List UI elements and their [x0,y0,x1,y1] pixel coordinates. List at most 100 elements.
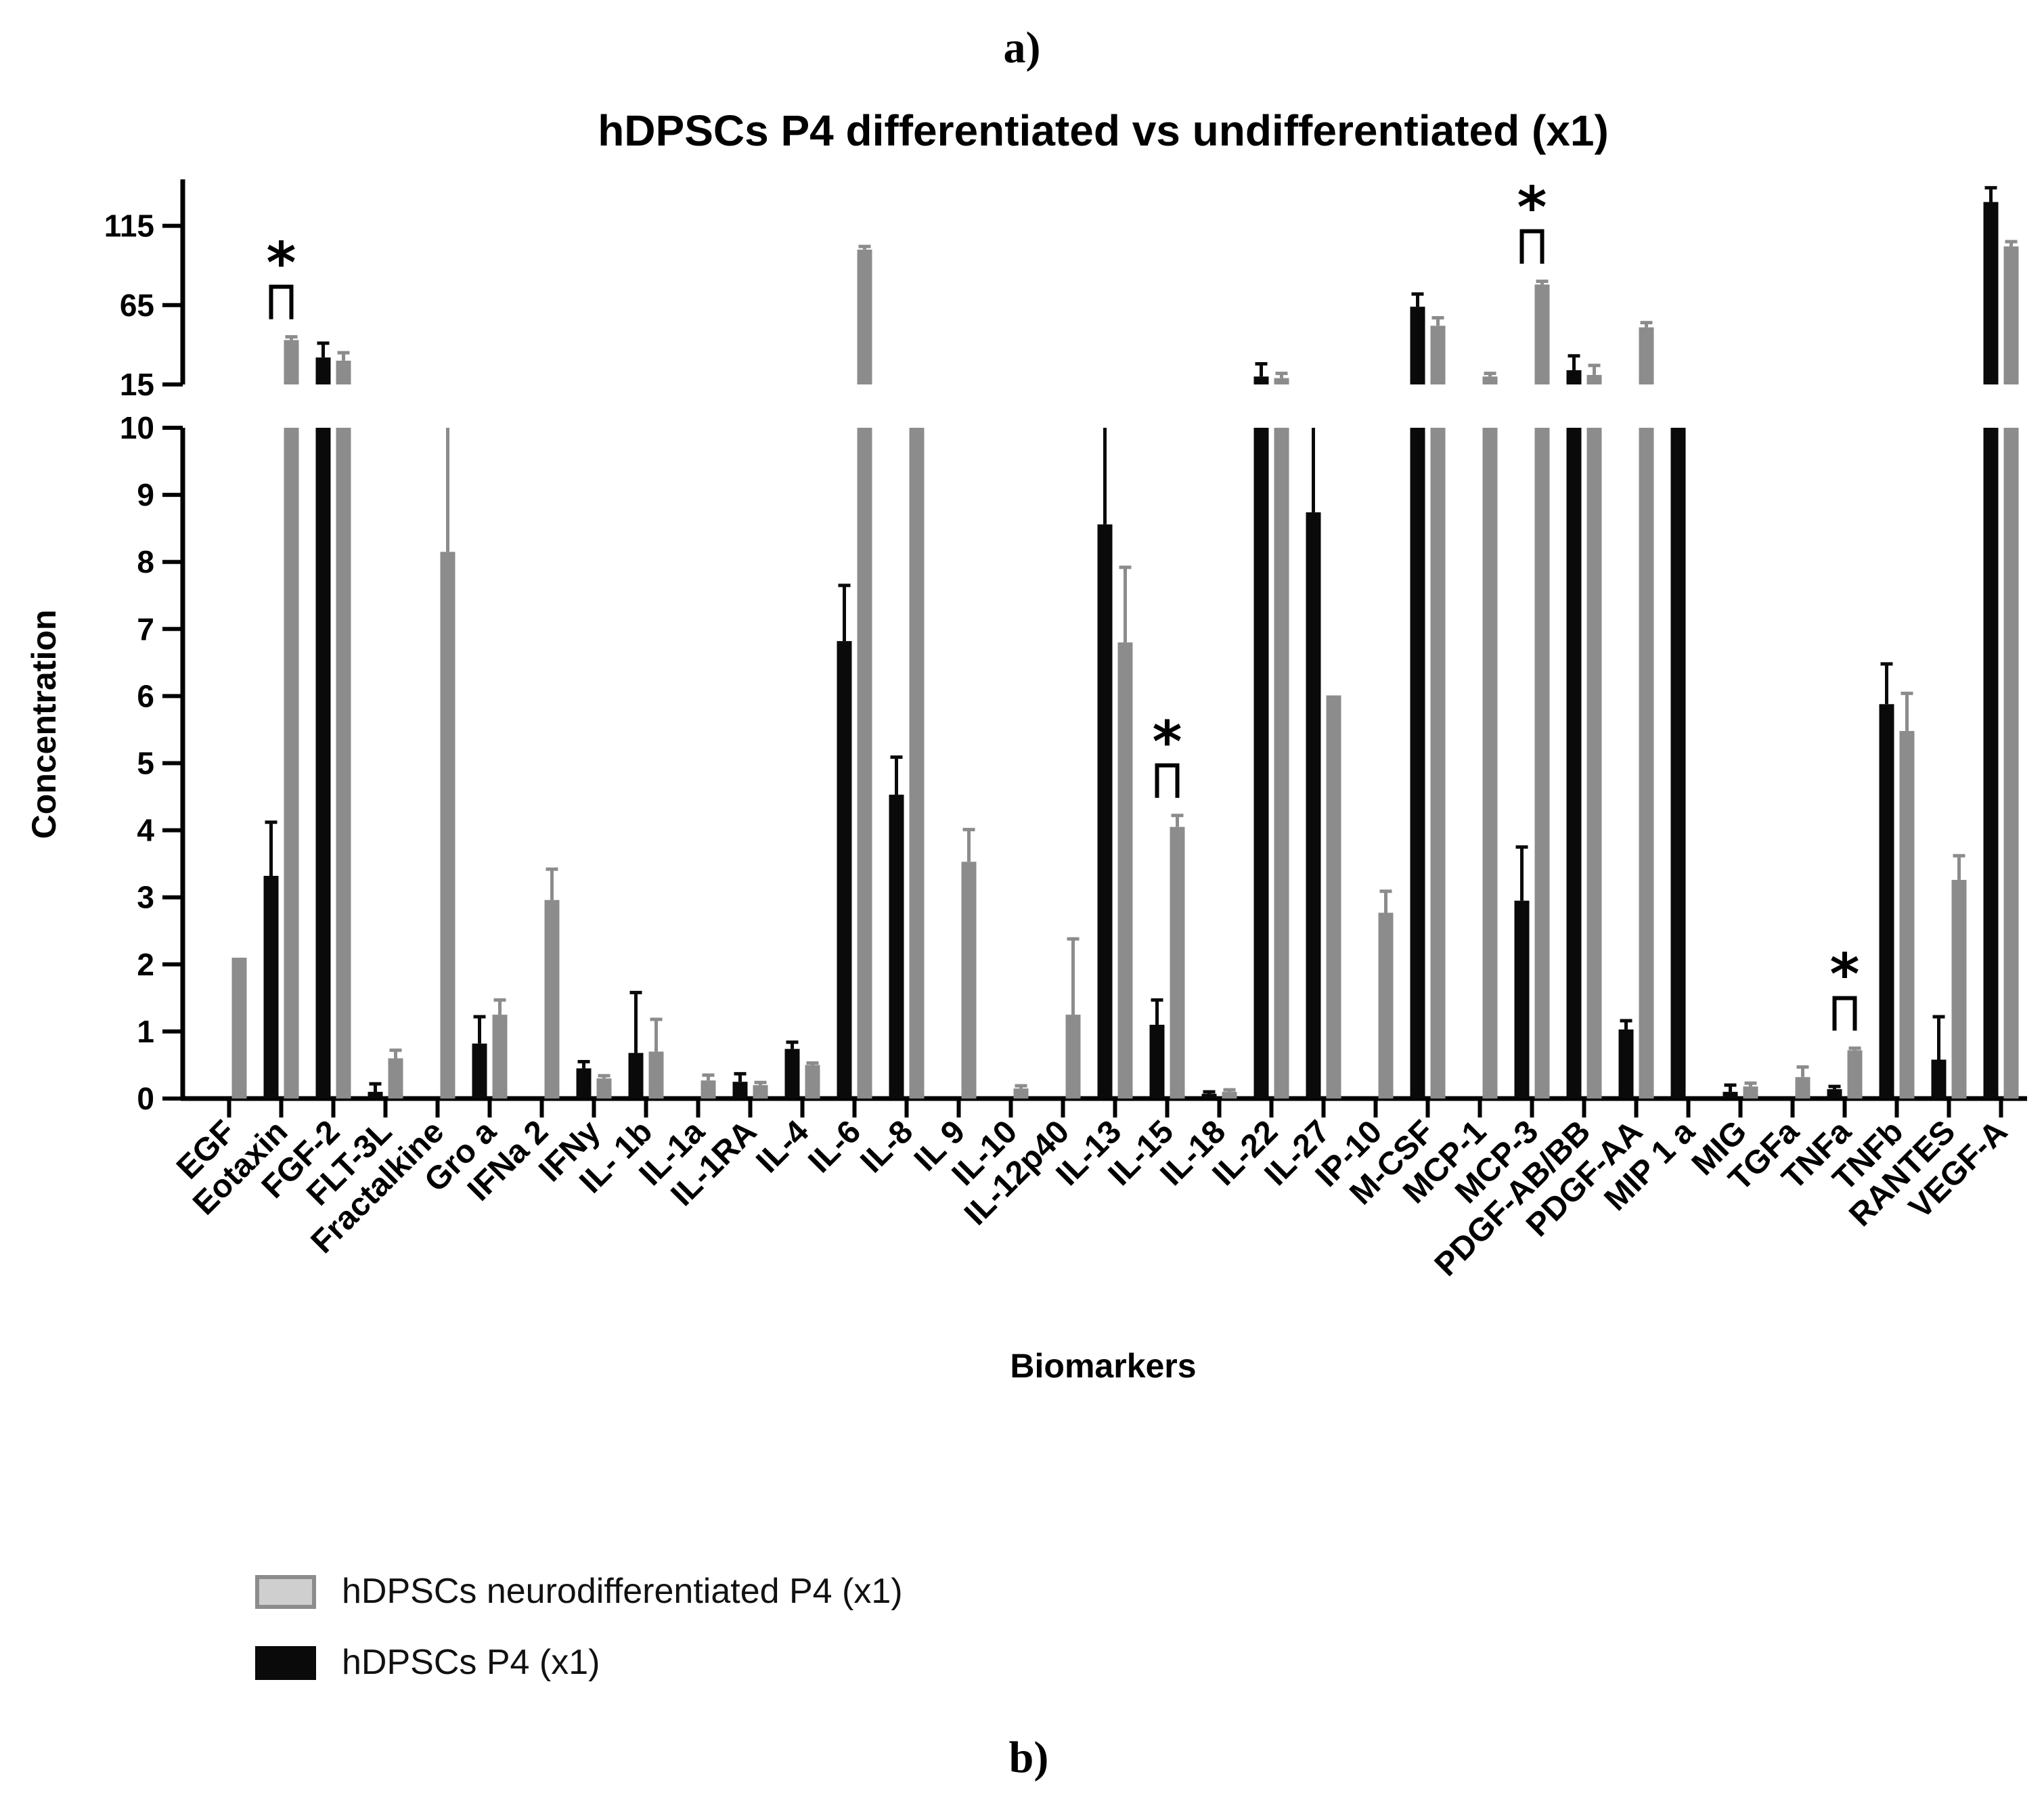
y-tick-label-lower-4: 4 [137,813,154,848]
significance-bracket-1 [1155,763,1180,798]
bar-gray-14 [961,862,977,1099]
bar-black-28 [1670,428,1686,1099]
bar-black-31 [1827,1089,1842,1099]
bar-gray-15 [1013,1088,1029,1099]
bar-black-8 [628,1053,644,1099]
y-axis-title: Concentration [25,610,63,839]
bar-gray-8 [648,1051,664,1099]
bar-black-33 [1931,1059,1947,1099]
bar-gray-20-lower [1274,428,1289,1099]
bar-gray-33 [1951,879,1967,1099]
bar-gray-32 [1899,730,1915,1099]
legend-swatch-0 [255,1575,316,1609]
significance-star-2: * [1517,175,1547,241]
bar-black-25 [1514,900,1530,1099]
bar-black-7 [576,1068,592,1099]
bar-gray-4 [440,552,456,1099]
error-bars [265,185,2018,1094]
bar-gray-27-lower [1639,428,1654,1099]
y-tick-label-lower-7: 7 [137,611,154,646]
bar-black-26-lower [1566,428,1582,1099]
legend: hDPSCs neurodifferentiated P4 (x1) hDPSCs… [255,1572,903,1682]
bars [231,202,2019,1099]
y-tick-label-upper-0: 15 [120,367,154,402]
x-axis-title: Biomarkers [1010,1347,1196,1385]
bar-gray-29 [1743,1086,1758,1099]
bar-gray-6 [544,900,560,1099]
bar-black-26-upper [1566,370,1582,384]
bar-gray-34-lower [2003,428,2019,1099]
bar-gray-23-upper [1430,326,1446,384]
bar-black-23-lower [1410,428,1425,1099]
bar-black-12 [837,641,852,1099]
bar-gray-13 [909,428,925,1099]
bar-gray-25-lower [1534,428,1550,1099]
y-tick-label-upper-1: 65 [120,288,154,323]
bar-black-20-upper [1253,376,1269,384]
bar-gray-22 [1378,912,1394,1099]
category-label-13: IL-8 [853,1113,920,1180]
y-tick-label-lower-3: 3 [137,880,154,915]
significance-star-0: * [267,230,296,296]
y-tick-label-lower-9: 9 [137,477,154,512]
bar-gray-27-upper [1639,327,1654,384]
significance-annotations: * * * * [267,175,1860,1031]
bar-black-27 [1618,1029,1634,1099]
bar-gray-30 [1795,1077,1810,1099]
significance-star-3: * [1830,942,1860,1008]
bar-gray-2-upper [336,360,351,384]
bar-gray-20-upper [1274,378,1289,384]
bar-black-5 [472,1043,487,1099]
bar-black-13 [889,795,904,1099]
y-tick-label-lower-10: 10 [120,410,154,445]
bar-black-10 [732,1082,748,1099]
bar-black-2-lower [315,428,331,1099]
significance-bracket-0 [269,284,294,319]
bar-gray-10 [753,1085,768,1099]
bar-gray-26-upper [1586,374,1602,384]
legend-swatch-1 [255,1646,316,1680]
bar-black-21 [1306,512,1321,1099]
y-tick-label-lower-6: 6 [137,678,154,713]
bar-gray-18 [1170,826,1185,1099]
bar-gray-12-upper [857,249,872,384]
bar-black-11 [784,1048,800,1099]
bar-gray-11 [805,1065,820,1099]
bar-gray-12-lower [857,428,872,1099]
bar-black-18 [1149,1024,1165,1099]
bar-black-34-lower [1983,428,1999,1099]
bar-black-23-upper [1410,307,1425,384]
significance-star-1: * [1153,709,1182,775]
bar-black-1 [263,875,279,1099]
y-tick-label-upper-2: 115 [104,208,154,244]
bar-gray-1-upper [284,340,299,384]
bar-gray-31 [1847,1050,1863,1099]
chart-title: hDPSCs P4 differentiated vs undifferenti… [598,106,1609,155]
category-label-12: IL-6 [801,1113,868,1180]
bar-gray-1-lower [284,428,299,1099]
bar-gray-21 [1326,695,1341,1099]
y-tick-label-lower-8: 8 [137,544,154,579]
bar-gray-5 [492,1015,508,1099]
bar-black-20-lower [1253,428,1269,1099]
significance-bracket-2 [1519,229,1545,264]
bar-black-3 [368,1092,383,1099]
y-tick-label-lower-1: 1 [137,1014,154,1049]
category-label-11: IL-4 [749,1113,816,1180]
bar-gray-24-upper [1482,376,1498,384]
y-tick-label-lower-5: 5 [137,746,154,781]
bar-gray-25-upper [1534,284,1550,384]
y-tick-label-lower-2: 2 [137,947,154,982]
bar-gray-16 [1065,1015,1081,1099]
axes: 0 1 2 3 4 5 6 7 8 9 10 15 65 115 [104,179,2027,1117]
bar-black-2-upper [315,357,331,384]
y-tick-label-lower-0: 0 [137,1081,154,1116]
bar-gray-0 [231,957,247,1099]
bar-black-32 [1879,704,1894,1099]
bar-black-17 [1097,524,1113,1099]
panel-label-b: b) [1009,1733,1049,1782]
significance-bracket-3 [1832,996,1857,1031]
bar-gray-19 [1222,1092,1237,1099]
